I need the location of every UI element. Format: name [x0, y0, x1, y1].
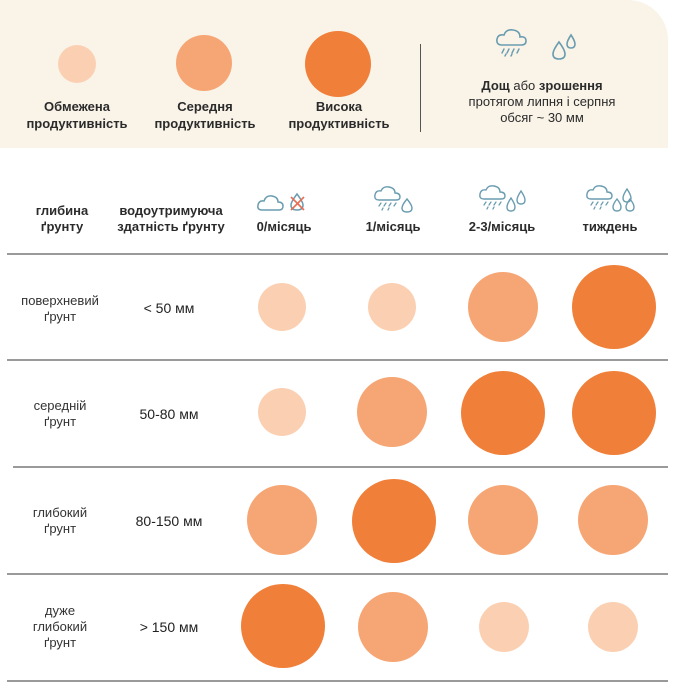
- column-header-2: 2-3/місяць: [468, 219, 536, 234]
- row-depth-0: поверхневий ґрунт: [6, 293, 114, 325]
- productivity-dot: [479, 602, 529, 652]
- rain-title-part: Дощ: [481, 78, 510, 93]
- row-divider: [7, 573, 668, 575]
- productivity-dot: [368, 283, 416, 331]
- rain-description: Дощ або зрошення протягом липня і серпня…: [438, 78, 646, 126]
- productivity-dot: [258, 388, 306, 436]
- legend-label-line: продуктивність: [154, 116, 256, 131]
- rain-title: Дощ або зрошення: [438, 78, 646, 94]
- row-depth-3: дуже глибокий ґрунт: [6, 603, 114, 651]
- productivity-dot: [572, 371, 656, 455]
- rain-period: протягом липня і серпня: [468, 94, 616, 109]
- rain-cloud-two-drops-icon: [479, 185, 526, 212]
- legend-label-line: Висока: [315, 99, 363, 114]
- header-line: водоутримуюча: [119, 203, 223, 218]
- legend-label-high: Висока продуктивність: [274, 98, 404, 132]
- row-divider: [7, 253, 668, 255]
- row-capacity-3: > 150 мм: [139, 619, 199, 635]
- legend-label-medium: Середня продуктивність: [140, 98, 270, 132]
- rain-volume: обсяг ~ 30 мм: [500, 110, 584, 125]
- column-header-1: 1/місяць: [365, 219, 421, 234]
- column-header-3: тиждень: [582, 219, 638, 234]
- row-divider: [7, 359, 668, 361]
- header-depth: глибина ґрунту: [18, 203, 106, 235]
- row-capacity-2: 80-150 мм: [135, 513, 203, 529]
- legend-label-line: Обмежена: [43, 99, 110, 114]
- legend-dot-medium: [176, 35, 232, 91]
- productivity-dot: [241, 584, 325, 668]
- productivity-dot: [572, 265, 656, 349]
- water-drops-icon: [552, 33, 576, 60]
- productivity-dot: [357, 377, 427, 447]
- row-divider: [7, 680, 668, 682]
- row-depth-line: поверхневий: [21, 293, 99, 308]
- productivity-dot: [468, 485, 538, 555]
- row-depth-line: ґрунт: [43, 521, 77, 536]
- row-depth-line: середній: [33, 398, 87, 413]
- column-header-0: 0/місяць: [256, 219, 312, 234]
- productivity-dot: [461, 371, 545, 455]
- row-capacity-0: < 50 мм: [143, 300, 195, 316]
- productivity-dot: [247, 485, 317, 555]
- productivity-dot: [358, 592, 428, 662]
- rain-cloud-icon: [496, 29, 527, 57]
- row-depth-line: ґрунт: [43, 414, 77, 429]
- legend-label-line: Середня: [177, 99, 233, 114]
- row-depth-line: дуже: [44, 603, 76, 618]
- rain-title-part: або: [509, 78, 539, 93]
- row-depth-line: ґрунт: [43, 309, 77, 324]
- row-depth-line: глибокий: [32, 505, 88, 520]
- rain-cloud-drop-icon: [374, 186, 413, 213]
- productivity-dot: [588, 602, 638, 652]
- legend-dot-high: [305, 31, 371, 97]
- productivity-dot: [352, 479, 436, 563]
- row-divider: [13, 466, 668, 468]
- rain-cloud-three-drops-icon: [586, 185, 635, 212]
- row-depth-1: середній ґрунт: [6, 398, 114, 430]
- legend-divider: [420, 44, 421, 132]
- row-depth-line: глибокий: [32, 619, 88, 634]
- header-line: здатність ґрунту: [117, 219, 225, 234]
- header-line: ґрунту: [40, 219, 84, 234]
- rain-title-part: зрошення: [538, 78, 603, 93]
- productivity-dot: [258, 283, 306, 331]
- row-depth-line: ґрунт: [43, 635, 77, 650]
- header-capacity: водоутримуюча здатність ґрунту: [108, 203, 234, 235]
- legend-label-line: продуктивність: [288, 116, 390, 131]
- cloud-crossed-drop-icon: [257, 192, 305, 211]
- productivity-dot: [468, 272, 538, 342]
- row-capacity-1: 50-80 мм: [139, 406, 199, 422]
- legend-panel: Обмежена продуктивність Середня продукти…: [0, 0, 668, 148]
- legend-label-low: Обмежена продуктивність: [12, 98, 142, 132]
- legend-dot-low: [58, 45, 96, 83]
- row-depth-2: глибокий ґрунт: [6, 505, 114, 537]
- header-line: глибина: [35, 203, 89, 218]
- legend-label-line: продуктивність: [26, 116, 128, 131]
- productivity-dot: [578, 485, 648, 555]
